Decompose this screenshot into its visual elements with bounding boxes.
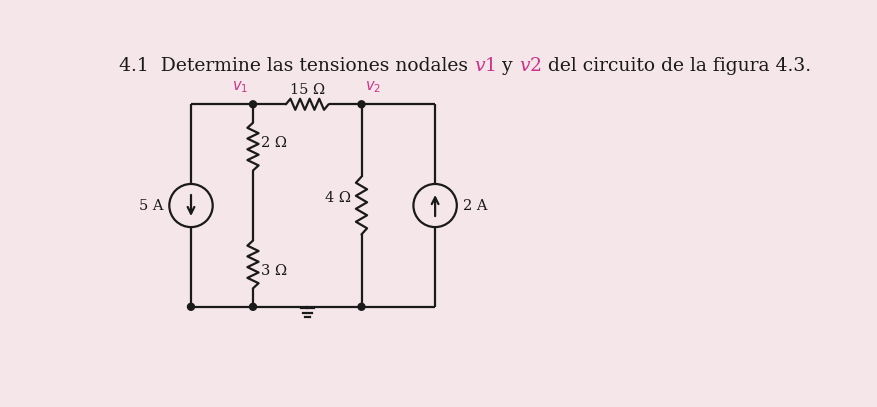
Circle shape <box>358 303 365 310</box>
Text: 1: 1 <box>485 57 496 74</box>
Text: del circuito de la figura 4.3.: del circuito de la figura 4.3. <box>542 57 811 74</box>
Text: 4.1  Determine las tensiones nodales: 4.1 Determine las tensiones nodales <box>119 57 474 74</box>
Text: 2: 2 <box>530 57 542 74</box>
Text: 15 Ω: 15 Ω <box>289 83 324 96</box>
Text: y: y <box>496 57 519 74</box>
Text: 4 Ω: 4 Ω <box>325 191 352 205</box>
Text: 3 Ω: 3 Ω <box>260 264 287 278</box>
Text: v: v <box>519 57 530 74</box>
Circle shape <box>188 303 195 310</box>
Circle shape <box>250 101 256 108</box>
Text: 2 A: 2 A <box>463 199 488 212</box>
Text: v: v <box>474 57 485 74</box>
Text: $v_2$: $v_2$ <box>365 79 381 95</box>
Text: 5 A: 5 A <box>139 199 163 212</box>
Circle shape <box>250 303 256 310</box>
Text: $v_1$: $v_1$ <box>232 79 248 95</box>
Text: 2 Ω: 2 Ω <box>260 136 287 150</box>
Circle shape <box>358 101 365 108</box>
